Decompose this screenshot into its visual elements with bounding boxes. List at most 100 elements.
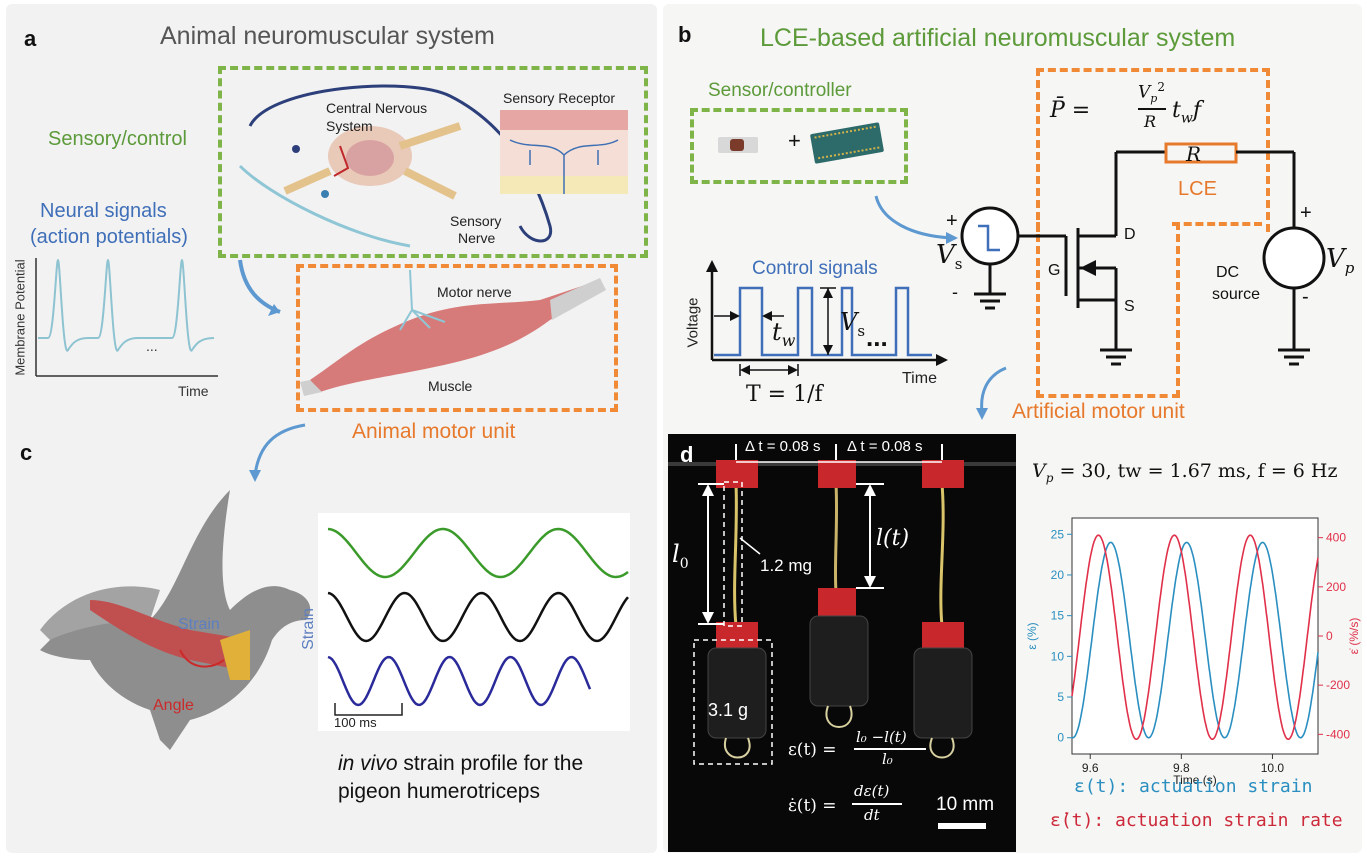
mass-label-2: 3.1 g (708, 700, 749, 720)
caption-line-2: pigeon humerotriceps (338, 780, 540, 803)
lt-label: l(t) (876, 526, 910, 551)
membrane-potential-xlabel: Time (178, 383, 209, 399)
power-fraction-bar (1138, 108, 1166, 110)
control-signals-plot (706, 260, 948, 376)
sensor-controller-label: Sensor/controller (708, 80, 852, 101)
vs-plus: + (946, 210, 958, 232)
membrane-potential-plot (35, 258, 218, 377)
action-potentials-label: (action potentials) (30, 226, 188, 248)
eq2-lhs: ε̇(t) = (788, 796, 837, 816)
l0-sub: 0 (679, 555, 689, 572)
resistor-label: R (1186, 142, 1202, 166)
params-v: V (1032, 460, 1046, 482)
power-denominator: R (1144, 112, 1157, 131)
panel-b-letter: b (678, 22, 692, 47)
power-num-v: V (1138, 82, 1151, 103)
vs-minus: - (952, 282, 958, 302)
eq2-num: dε(t) (854, 782, 890, 800)
params-rest: = 30, tw = 1.67 ms, f = 6 Hz (1053, 460, 1338, 482)
params-label: Vp = 30, tw = 1.67 ms, f = 6 Hz (1032, 460, 1338, 485)
x-tick-label: 9.8 (1173, 761, 1190, 775)
panel-b-title: LCE-based artificial neuromuscular syste… (760, 24, 1236, 52)
dc-label: DC (1216, 264, 1240, 281)
vs-source-sub: s (954, 255, 963, 274)
scalebar-100ms (334, 703, 403, 716)
power-rest-f: f (1192, 98, 1201, 123)
power-numerator: Vp2 (1138, 80, 1165, 105)
animal-motor-unit-label: Animal motor unit (352, 420, 516, 443)
y-left-tick-label: 10 (1051, 649, 1065, 663)
y-left-tick-label: 5 (1057, 690, 1064, 704)
lce-box-top (1036, 68, 1270, 232)
voltage-axis-label: Voltage (684, 297, 702, 348)
gate-label: G (1048, 262, 1061, 279)
power-equation: P̄ = (1050, 98, 1090, 123)
l0-label: l0 (672, 540, 689, 572)
membrane-potential-ylabel: Membrane Potential (12, 259, 28, 376)
artificial-motor-unit-box (1036, 222, 1180, 398)
vp-source-label: Vp (1326, 244, 1354, 277)
y-right-tick-label: -400 (1326, 727, 1350, 741)
y-right-tick-label: 200 (1326, 580, 1346, 594)
y-left-tick-label: 20 (1051, 568, 1065, 582)
lce-photo (668, 434, 1016, 852)
scale-label: 10 mm (936, 794, 995, 815)
caption-line-1: in vivo strain profile for the (338, 752, 583, 776)
muscle-label: Muscle (428, 378, 473, 394)
sensor-chip-image (718, 137, 758, 153)
animal-motor-unit-box (296, 264, 618, 412)
strain-wave-3 (327, 655, 592, 707)
control-signals-label: Control signals (752, 258, 878, 279)
vp-source-sub: p (1344, 259, 1355, 278)
y-right-tick-label: -200 (1326, 678, 1350, 692)
strain-wave-1 (327, 527, 629, 579)
circuit-diagram (960, 142, 1326, 366)
source-label: S (1124, 298, 1135, 315)
y-right-tick-label: 0 (1326, 629, 1333, 643)
sensory-nerve-label-2: Nerve (458, 230, 496, 246)
sensory-control-label: Sensory/control (48, 128, 187, 150)
nervous-system-illustration (238, 84, 553, 248)
y-left-tick-label: 0 (1057, 731, 1064, 745)
sensory-receptor-label: Sensory Receptor (503, 90, 616, 106)
vs-sub: s (857, 321, 866, 340)
y-left-tick-label: 25 (1051, 527, 1065, 541)
y-right-tick-label: 400 (1326, 531, 1346, 545)
caption-rest: strain profile for the (397, 752, 584, 775)
plus-sign: + (788, 128, 801, 153)
strain-chart: 9.6 9.8 10.0 0 5 10 15 20 25 -400 -200 0 200 400 Time … (1025, 517, 1361, 787)
vp-minus: - (1302, 286, 1309, 308)
skin-illustration (500, 110, 628, 194)
drain-label: D (1124, 226, 1136, 243)
y-left-tick-label: 15 (1051, 609, 1065, 623)
dc-source-label: source (1212, 286, 1261, 303)
panel-a-title: Animal neuromuscular system (160, 22, 495, 50)
vs-source-v: V (936, 240, 955, 270)
neural-signals-label: Neural signals (40, 200, 167, 222)
chart-frame (1071, 517, 1319, 755)
sensory-nerve-label-1: Sensory (450, 213, 502, 229)
legend-strain-rate: ε̇(t): actuation strain rate (1050, 810, 1343, 831)
legend-strain: ε(t): actuation strain (1074, 776, 1313, 797)
power-rest: twf (1172, 98, 1201, 126)
arrow-to-panel-d (976, 366, 1007, 420)
vp-source-v: V (1326, 244, 1345, 274)
arrow-to-panel-c (249, 423, 306, 482)
lce-label: LCE (1178, 178, 1217, 200)
panel-c-letter: c (20, 440, 33, 465)
power-lhs: P̄ = (1050, 98, 1091, 123)
time-axis-label: Time (902, 370, 937, 387)
strain-axis-label: Strain (299, 608, 317, 650)
eq1-den: l₀ (882, 750, 893, 768)
arrow-to-circuit (874, 195, 958, 244)
eq2-den: dt (864, 806, 880, 824)
dt-label-2: Δ t = 0.08 s (847, 438, 923, 455)
x-axis-label: Time (s) (1173, 773, 1217, 787)
series-line-1 (1071, 541, 1319, 739)
lce-photo-drawing (668, 444, 1016, 829)
power-rest-t: t (1172, 98, 1181, 123)
power-num-sub: p (1150, 92, 1158, 106)
tw-t: t (772, 318, 782, 346)
vs-source-label: Vs (936, 240, 962, 273)
eq1-lhs: ε(t) = (788, 740, 837, 760)
